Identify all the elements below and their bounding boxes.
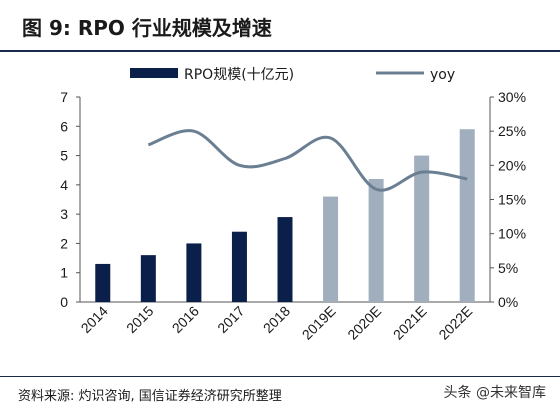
title-bar: 图 9: RPO 行业规模及增速 xyxy=(0,0,560,52)
x-tick-label: 2014 xyxy=(78,303,111,336)
right-tick-label: 5% xyxy=(498,260,518,276)
bar-2019E xyxy=(323,196,339,302)
legend-swatch-rpo xyxy=(130,68,178,78)
source-note: 资料来源: 灼识咨询, 国信证券经济研究所整理 xyxy=(18,389,282,404)
bar-2018 xyxy=(277,217,293,302)
x-tick-label: 2020E xyxy=(344,303,384,343)
x-tick-label: 2022E xyxy=(435,303,475,343)
legend-label-rpo: RPO规模(十亿元) xyxy=(184,67,294,83)
right-tick-label: 15% xyxy=(498,192,526,208)
left-tick-label: 7 xyxy=(60,89,68,105)
bar-2015 xyxy=(140,255,156,302)
figure-title: 图 9: RPO 行业规模及增速 xyxy=(22,16,272,40)
left-tick-label: 0 xyxy=(60,294,68,310)
left-tick-label: 6 xyxy=(60,118,68,134)
x-tick-label: 2019E xyxy=(299,303,339,343)
left-tick-label: 3 xyxy=(60,206,68,222)
bar-2020E xyxy=(368,179,384,302)
bar-2017 xyxy=(231,231,247,302)
right-tick-label: 10% xyxy=(498,226,526,242)
bar-2016 xyxy=(186,243,202,302)
x-tick-label: 2015 xyxy=(123,303,156,336)
watermark: 头条 @未来智库 xyxy=(443,385,546,401)
left-tick-label: 4 xyxy=(60,177,68,193)
left-tick-label: 5 xyxy=(60,148,68,164)
bar-2014 xyxy=(95,263,111,302)
chart: 0 1 2 3 4 5 6 7 0% 5% 10% 15% 20% 25% 30% 2014 2015 2016 2… xyxy=(60,67,526,343)
legend-label-yoy: yoy xyxy=(430,67,455,83)
x-tick-label: 2018 xyxy=(260,303,293,336)
left-tick-label: 1 xyxy=(60,265,68,281)
right-tick-label: 25% xyxy=(498,123,526,139)
x-tick-label: 2021E xyxy=(390,303,430,343)
x-tick-label: 2016 xyxy=(169,303,202,336)
right-tick-label: 0% xyxy=(498,294,518,310)
right-tick-label: 20% xyxy=(498,157,526,173)
footer-divider xyxy=(0,376,560,377)
right-tick-label: 30% xyxy=(498,89,526,105)
x-tick-label: 2017 xyxy=(214,303,247,336)
left-tick-label: 2 xyxy=(60,235,68,251)
yoy-line xyxy=(147,129,468,192)
bar-2021E xyxy=(414,155,430,302)
bar-2022E xyxy=(459,129,475,302)
